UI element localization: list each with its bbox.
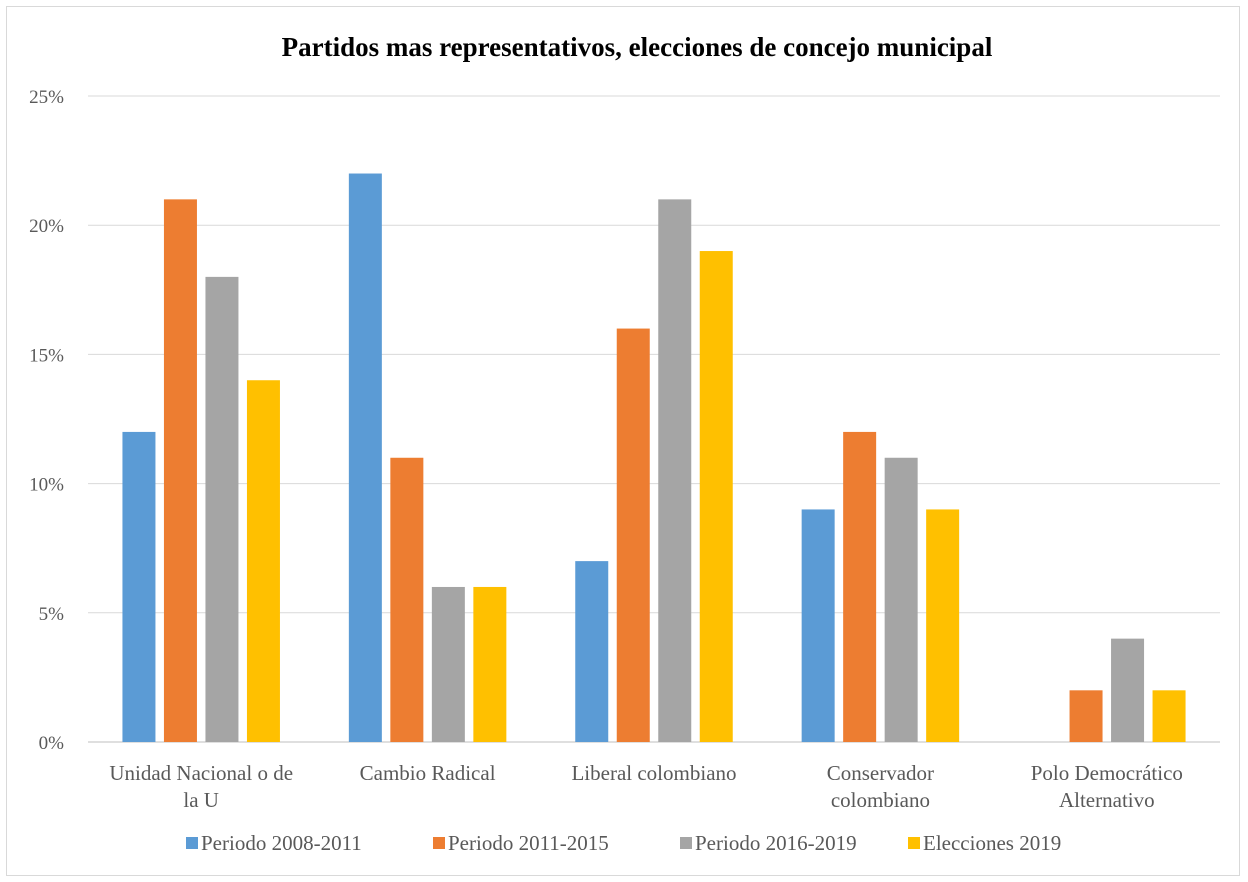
legend-label: Periodo 2016-2019: [695, 831, 857, 855]
legend-label: Periodo 2011-2015: [448, 831, 609, 855]
legend-swatch: [680, 837, 692, 849]
legend-swatch: [908, 837, 920, 849]
x-tick-label: Unidad Nacional o de la U: [109, 761, 293, 812]
x-tick-label: Polo Democrático Alternativo: [1031, 761, 1183, 812]
bar: [1152, 690, 1186, 742]
x-tick-label: Liberal colombiano: [571, 761, 736, 785]
y-tick-label: 5%: [39, 604, 65, 625]
y-tick-label: 0%: [39, 733, 65, 754]
y-axis: 0% 5% 10% 15% 20% 25%: [29, 87, 64, 754]
x-tick-label: Cambio Radical: [360, 761, 496, 785]
y-tick-label: 25%: [29, 87, 64, 108]
bar: [926, 509, 960, 742]
y-tick-label: 20%: [29, 216, 64, 237]
bar: [122, 431, 156, 742]
bar: [658, 199, 692, 743]
x-axis: Unidad Nacional o de la U Cambio Radical Li…: [109, 761, 1183, 812]
bar: [431, 586, 465, 742]
legend-swatch: [186, 837, 198, 849]
bars: [122, 173, 1186, 743]
bar: [390, 457, 424, 742]
x-tick-label: Conservador colombiano: [827, 761, 934, 812]
bar: [699, 251, 733, 743]
bar: [205, 276, 239, 742]
legend-label: Periodo 2008-2011: [201, 831, 362, 855]
legend: Periodo 2008-2011 Periodo 2011-2015 Period…: [186, 831, 1061, 855]
bar: [473, 586, 507, 742]
bar: [843, 431, 877, 742]
legend-swatch: [433, 837, 445, 849]
bar: [616, 328, 650, 742]
bar: [801, 509, 835, 742]
bar: [884, 457, 918, 742]
legend-label: Elecciones 2019: [923, 831, 1061, 855]
bar: [348, 173, 382, 742]
chart-title: Partidos mas representativos, elecciones…: [282, 32, 993, 62]
bar: [1111, 638, 1145, 742]
bar: [163, 199, 197, 743]
bar: [575, 561, 609, 742]
bar: [1069, 690, 1103, 742]
y-tick-label: 10%: [29, 475, 64, 496]
bar: [246, 380, 280, 742]
y-tick-label: 15%: [29, 345, 64, 366]
